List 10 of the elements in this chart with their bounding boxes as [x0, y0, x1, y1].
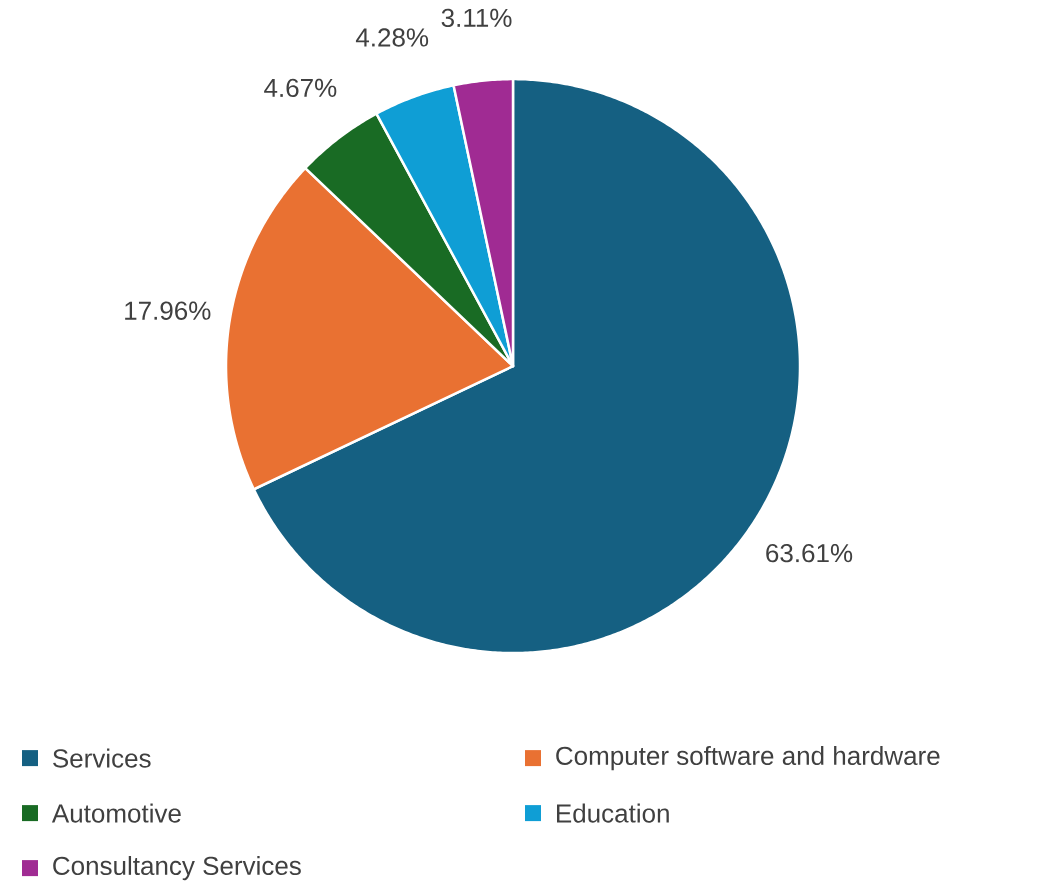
legend-label: Services	[53, 748, 151, 768]
data-label: 17.96%	[125, 301, 211, 320]
legend-label: Consultancy Services	[53, 856, 301, 881]
legend-label: Education	[557, 803, 669, 823]
data-label: 3.11%	[441, 8, 512, 28]
legend-label: Computer software and hardware	[556, 746, 940, 771]
data-label: 4.67%	[264, 78, 337, 98]
data-label: 4.28%	[355, 28, 429, 47]
legend-label: Automotive	[51, 803, 181, 823]
data-label: 63.61%	[766, 543, 853, 563]
